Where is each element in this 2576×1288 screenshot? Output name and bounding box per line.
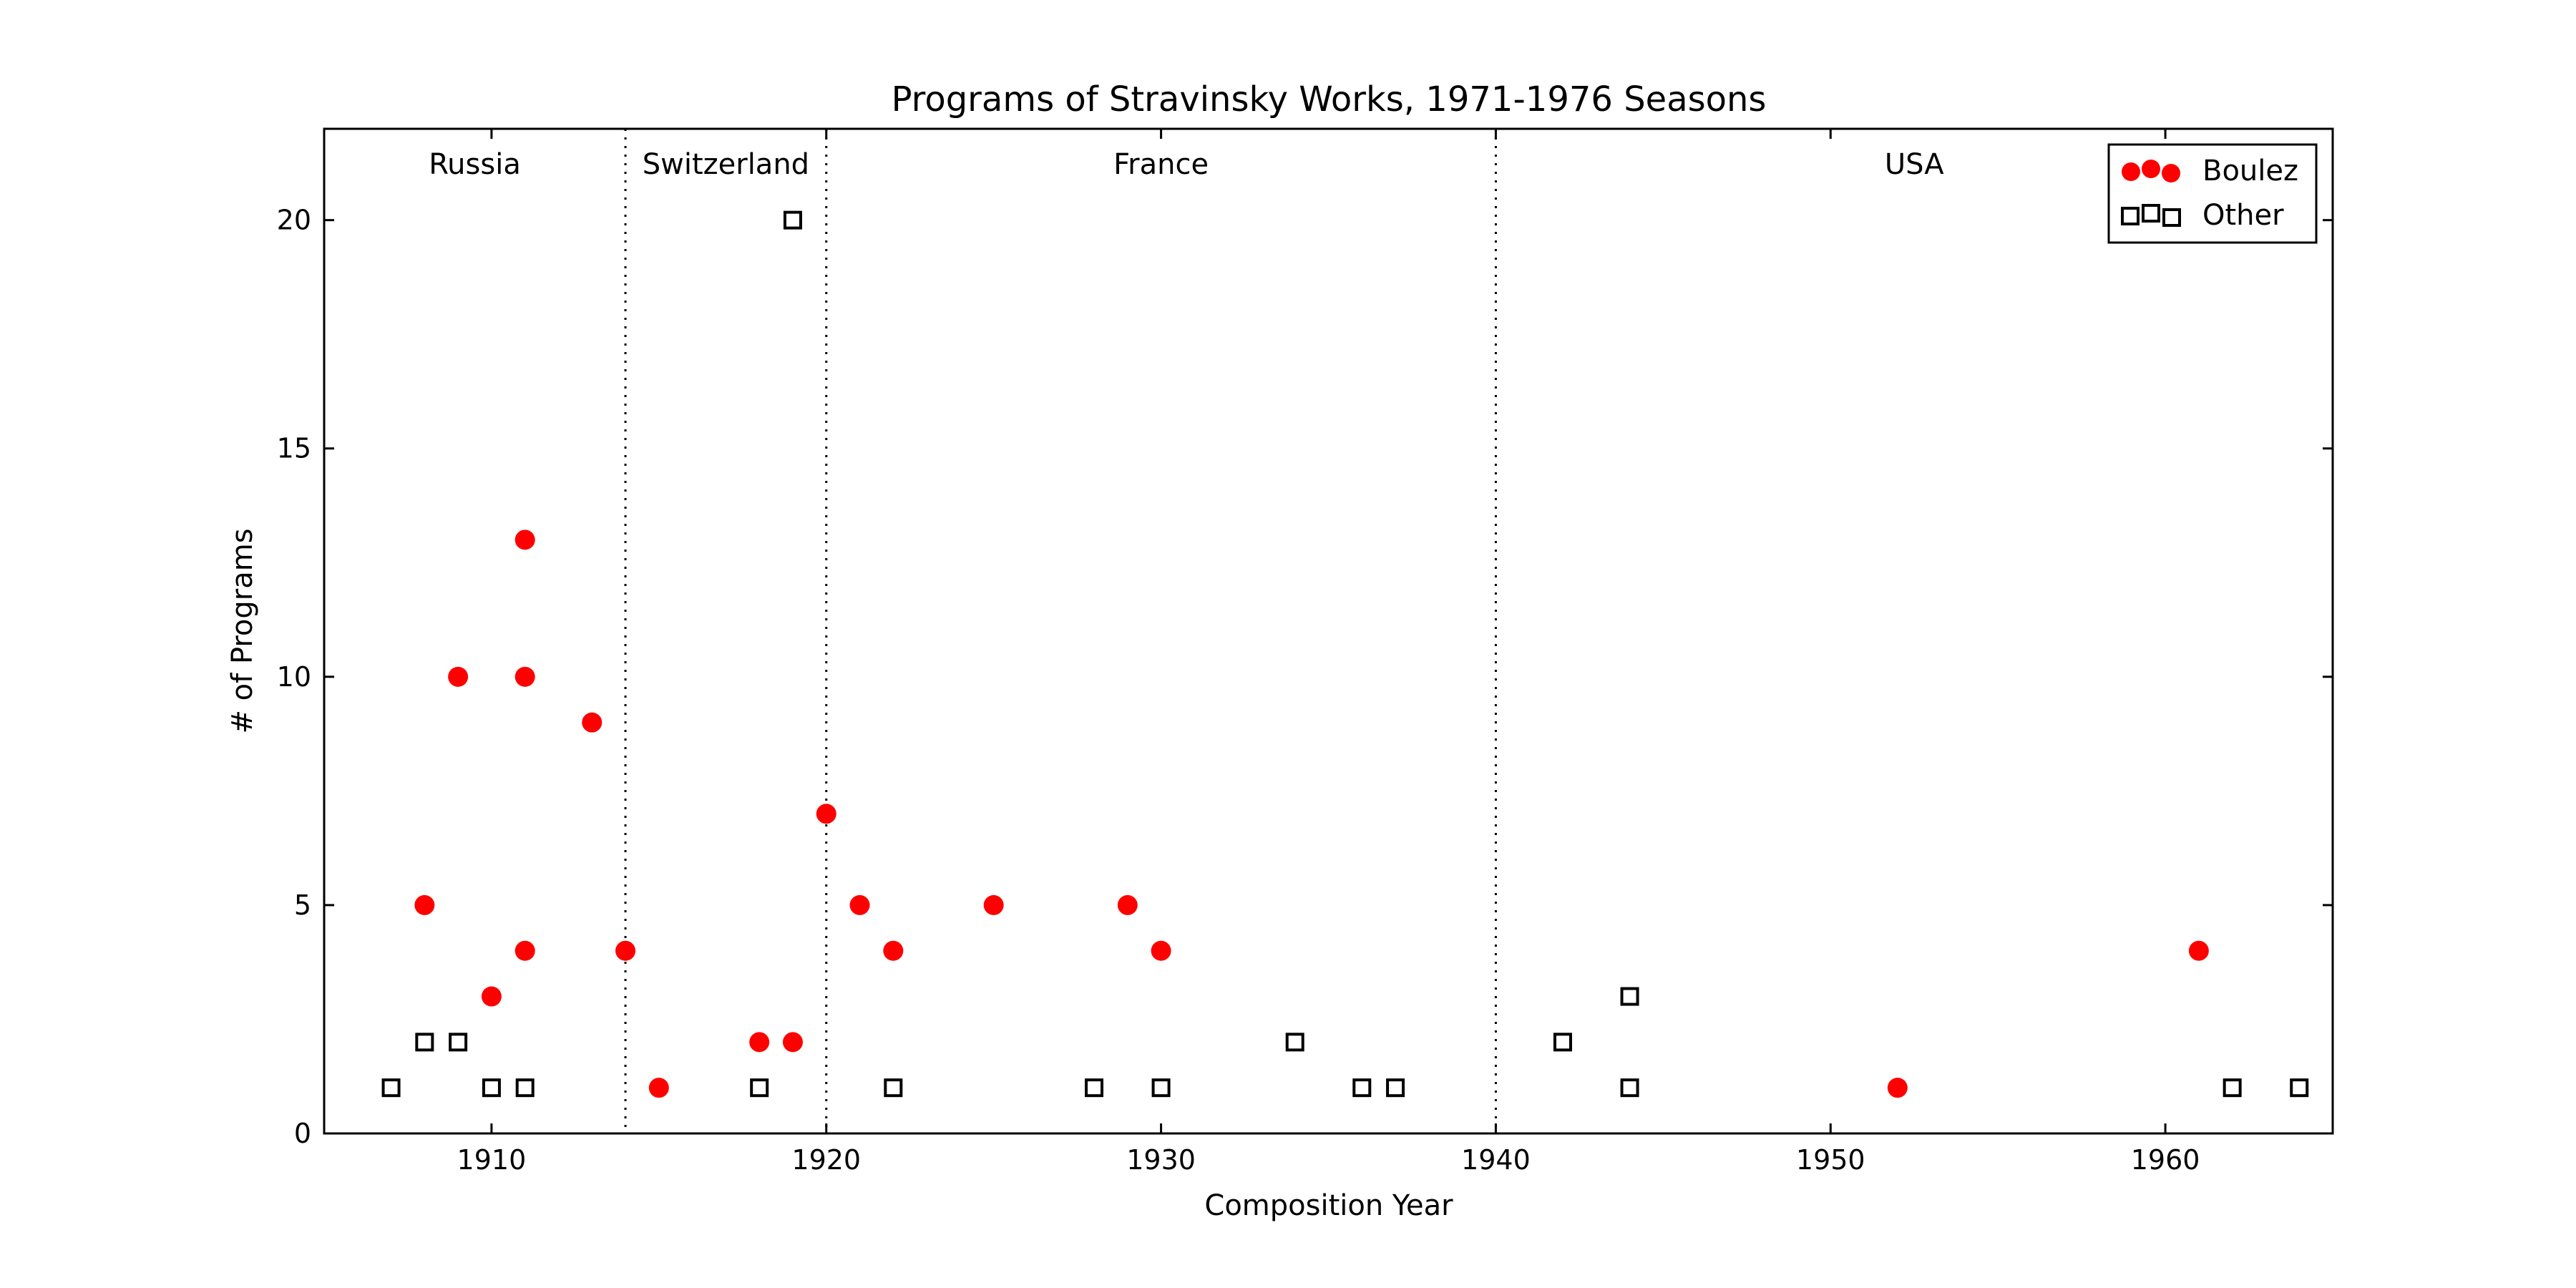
data-point-other	[1085, 1078, 1104, 1098]
legend-boulez-marker	[2142, 160, 2160, 178]
data-point-boulez	[615, 940, 636, 961]
data-point-other	[449, 1033, 468, 1052]
data-point-other	[1620, 987, 1639, 1006]
data-point-other	[482, 1078, 501, 1098]
legend-entry-other: Other	[2121, 199, 2284, 232]
data-point-other	[783, 210, 802, 230]
data-point-boulez	[749, 1032, 770, 1053]
data-point-other	[515, 1078, 535, 1098]
x-tick-label: 1940	[1461, 1144, 1531, 1176]
x-tick-label: 1960	[2131, 1144, 2200, 1176]
plot-area: Russia Switzerland France USA 1910 1920 1930 19…	[277, 129, 2333, 1176]
data-point-boulez	[514, 530, 535, 550]
legend: Boulez Other	[2107, 143, 2318, 244]
period-label: France	[1113, 148, 1209, 181]
x-tick-label: 1920	[791, 1144, 861, 1176]
data-point-boulez	[414, 894, 435, 915]
y-tick-label: 0	[294, 1118, 311, 1149]
data-point-boulez	[514, 940, 535, 961]
legend-boulez-label: Boulez	[2202, 155, 2298, 187]
data-point-boulez	[514, 666, 535, 687]
period-label: USA	[1885, 148, 1944, 181]
y-tick-label: 5	[294, 889, 311, 921]
y-tick-label: 20	[277, 205, 311, 236]
data-point-boulez	[1887, 1078, 1908, 1098]
data-point-boulez	[1117, 894, 1138, 915]
legend-other-label: Other	[2202, 199, 2284, 232]
x-axis-label: Composition Year	[1204, 1189, 1453, 1222]
data-point-boulez	[983, 894, 1004, 915]
legend-boulez-marker	[2162, 164, 2180, 182]
period-label: Russia	[429, 148, 521, 181]
data-point-other	[884, 1078, 903, 1098]
data-point-boulez	[1151, 940, 1171, 961]
data-point-other	[2290, 1078, 2309, 1098]
data-point-boulez	[2188, 940, 2209, 961]
data-point-boulez	[582, 712, 602, 733]
data-point-boulez	[849, 894, 870, 915]
period-label: Switzerland	[643, 148, 809, 181]
data-point-other	[1620, 1078, 1639, 1098]
plot-frame	[323, 127, 2334, 1135]
data-point-other	[1151, 1078, 1171, 1098]
data-point-boulez	[448, 666, 469, 687]
data-point-other	[2223, 1078, 2242, 1098]
data-point-boulez	[816, 804, 836, 824]
data-point-other	[1553, 1033, 1572, 1052]
data-point-boulez	[481, 986, 502, 1007]
legend-box	[2107, 143, 2318, 244]
data-point-other	[381, 1078, 401, 1098]
legend-other-marker	[2142, 204, 2160, 223]
y-axis-label: # of Programs	[226, 528, 259, 733]
y-tick-label: 10	[277, 661, 311, 693]
chart-title: Programs of Stravinsky Works, 1971-1976 …	[892, 79, 1767, 119]
data-point-other	[1386, 1078, 1405, 1098]
data-point-boulez	[883, 940, 904, 961]
series-boulez	[414, 530, 2209, 1098]
legend-other-marker	[2121, 207, 2140, 225]
x-tick-label: 1930	[1126, 1144, 1196, 1176]
data-point-other	[1352, 1078, 1372, 1098]
x-tick-label: 1910	[457, 1144, 527, 1176]
data-point-other	[1285, 1033, 1304, 1052]
data-point-boulez	[648, 1078, 669, 1098]
x-tick-label: 1950	[1796, 1144, 1865, 1176]
y-tick-label: 15	[277, 433, 311, 464]
data-point-other	[415, 1033, 434, 1052]
series-other	[381, 210, 2309, 1098]
data-point-other	[750, 1078, 769, 1098]
legend-other-marker	[2162, 208, 2181, 227]
legend-entry-boulez: Boulez	[2122, 155, 2298, 187]
data-point-boulez	[782, 1032, 803, 1053]
legend-boulez-marker	[2122, 162, 2140, 181]
